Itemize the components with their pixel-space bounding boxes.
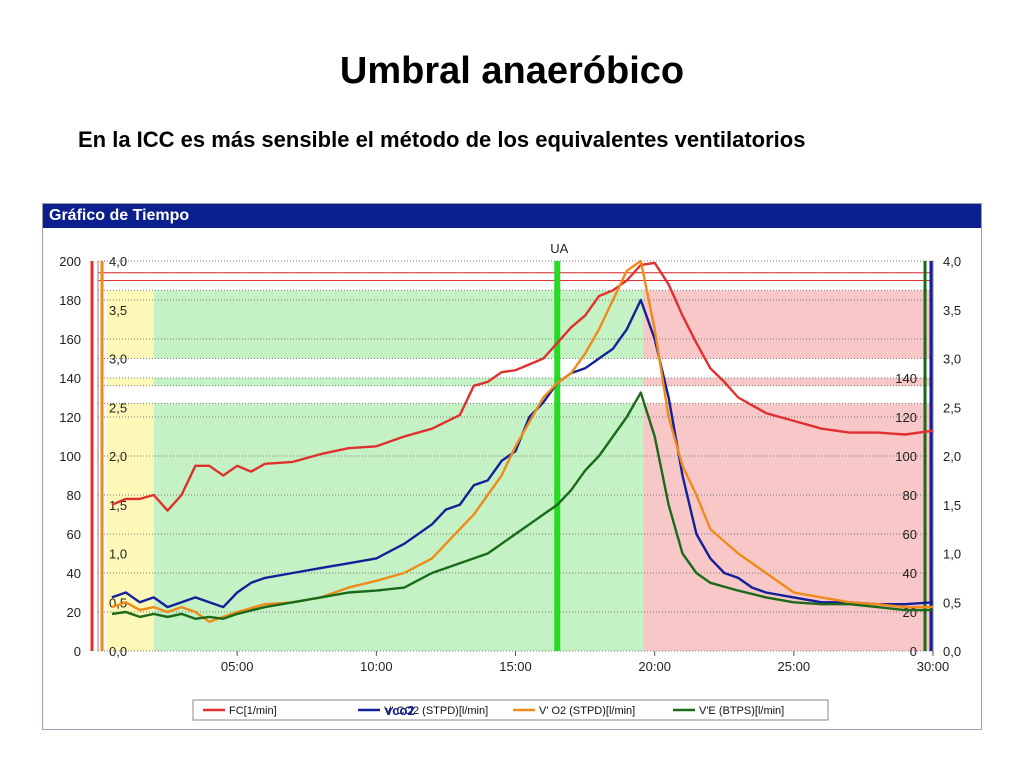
x-tick-label: 20:00: [638, 659, 671, 674]
inner-left-tick-label: 2,5: [109, 400, 127, 415]
left-tick-label: 100: [59, 449, 81, 464]
inner-right-tick-label: 80: [903, 488, 917, 503]
chart-panel: Gráfico de Tiempo 0 20 40 60 80 100 120 140 160 1…: [42, 203, 982, 730]
inner-right-tick-label: 140: [895, 371, 917, 386]
right-tick-label: 2,0: [943, 449, 961, 464]
left-tick-label: 160: [59, 332, 81, 347]
inner-left-tick-label: 2,0: [109, 449, 127, 464]
right-tick-label: 4,0: [943, 254, 961, 269]
inner-left-tick-label: 3,5: [109, 303, 127, 318]
left-tick-label: 60: [67, 527, 81, 542]
x-tick-label: 30:00: [917, 659, 950, 674]
inner-right-tick-label: 40: [903, 566, 917, 581]
inner-right-tick-label: 0: [910, 644, 917, 659]
legend-box: [192, 699, 829, 721]
left-tick-label: 0: [74, 644, 81, 659]
x-tick-label: 05:00: [221, 659, 254, 674]
series-line-2: [111, 259, 933, 623]
series-line-3: [111, 391, 933, 620]
inner-right-tick-label: 60: [903, 527, 917, 542]
zone-red: [643, 290, 933, 651]
inner-left-tick-label: 1,0: [109, 547, 127, 562]
white-band-0: [106, 261, 934, 291]
left-tick-label: 140: [59, 371, 81, 386]
inner-left-tick-label: 3,0: [109, 352, 127, 367]
inner-left-tick-label: 0,0: [109, 644, 127, 659]
legend-label-2: V' O2 (STPD)[l/min]: [539, 705, 635, 717]
left-tick-label: 120: [59, 410, 81, 425]
right-tick-label: 0,5: [943, 595, 961, 610]
white-band-2: [106, 385, 934, 404]
x-tick-label: 25:00: [778, 659, 811, 674]
x-tick-label: 10:00: [360, 659, 393, 674]
left-tick-label: 40: [67, 566, 81, 581]
slide-title: Umbral anaeróbico: [339, 50, 685, 92]
right-tick-label: 2,5: [943, 400, 961, 415]
right-tick-label: 3,0: [943, 352, 961, 367]
left-tick-label: 200: [59, 254, 81, 269]
legend-label-1: V' CO2 (STPD)[l/min]: [384, 705, 488, 717]
left-tick-label: 180: [59, 293, 81, 308]
vco2-annotation: vco2: [385, 703, 415, 718]
legend-label-0: FC[1/min]: [229, 705, 277, 717]
legend-label-3: V'E (BTPS)[l/min]: [699, 705, 784, 717]
inner-right-tick-label: 120: [895, 410, 917, 425]
inner-right-tick-label: 100: [895, 449, 917, 464]
left-tick-label: 80: [67, 488, 81, 503]
inner-right-tick-label: 20: [903, 605, 917, 620]
slide-subtitle: En la ICC es más sensible el método de l…: [78, 127, 806, 152]
zone-yellow: [106, 290, 154, 651]
zone-green: [153, 290, 644, 651]
left-tick-label: 20: [67, 605, 81, 620]
x-tick-label: 15:00: [499, 659, 532, 674]
inner-left-tick-label: 4,0: [109, 254, 127, 269]
right-tick-label: 0,0: [943, 644, 961, 659]
right-tick-label: 1,5: [943, 498, 961, 513]
chart-title: Gráfico de Tiempo: [43, 204, 981, 228]
time-chart: 0204060801001201401601802000,00,51,01,52…: [59, 241, 961, 721]
ua-label: UA: [550, 241, 568, 256]
series-line-0: [111, 261, 934, 512]
right-tick-label: 3,5: [943, 303, 961, 318]
right-tick-label: 1,0: [943, 547, 961, 562]
